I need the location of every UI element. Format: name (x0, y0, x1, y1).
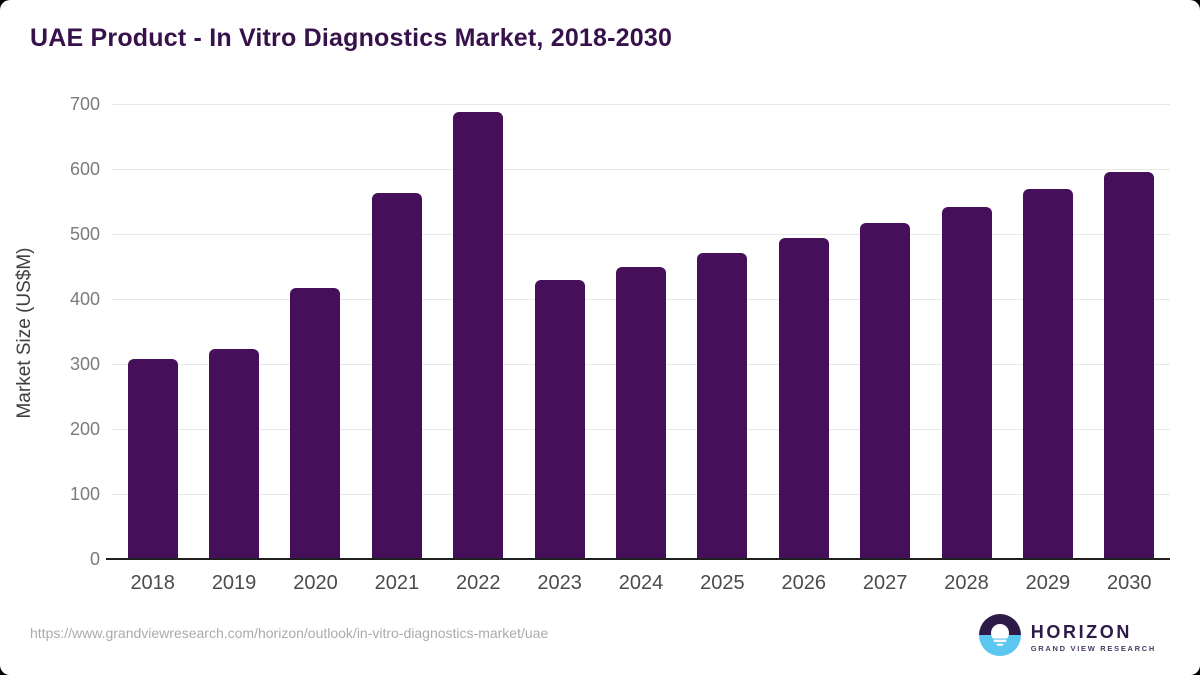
bar-2021 (371, 193, 422, 559)
x-tick-label-2019: 2019 (211, 572, 257, 594)
bar-2019 (209, 349, 260, 559)
x-tick-label-2030: 2030 (1107, 572, 1152, 594)
x-tick-label-2029: 2029 (1025, 572, 1071, 594)
x-tick-label-2018: 2018 (130, 572, 175, 594)
logo-name: HORIZON (1030, 621, 1132, 642)
y-tick-label-0: 0 (89, 549, 100, 569)
gridline-700 (112, 104, 1170, 105)
x-tick-label-2026: 2026 (781, 572, 827, 594)
x-tick-label-2025: 2025 (700, 572, 745, 594)
bar-2029 (1022, 189, 1073, 559)
bar-2018 (127, 358, 178, 559)
chart-title: UAE Product - In Vitro Diagnostics Marke… (30, 24, 673, 52)
y-tick-label-500: 500 (69, 224, 100, 244)
bar-2024 (616, 267, 666, 559)
source-url: https://www.grandviewresearch.com/horizo… (30, 625, 549, 641)
bar-2020 (290, 287, 341, 559)
x-tick-label-2028: 2028 (944, 572, 989, 594)
y-tick-label-600: 600 (69, 159, 100, 179)
gridline-500 (112, 234, 1170, 235)
bar-2028 (941, 207, 992, 559)
x-axis-line (106, 558, 1170, 560)
bar-2030 (1104, 171, 1155, 559)
y-tick-label-200: 200 (69, 419, 100, 439)
x-tick-label-2020: 2020 (293, 572, 338, 594)
logo-subtitle: GRAND VIEW RESEARCH (1030, 643, 1156, 653)
bar-2026 (778, 237, 829, 559)
y-tick-label-700: 700 (69, 94, 100, 114)
x-tick-label-2027: 2027 (862, 572, 908, 594)
bar-2023 (534, 279, 585, 559)
y-tick-label-100: 100 (69, 484, 100, 504)
x-tick-label-2023: 2023 (537, 572, 582, 594)
gridline-600 (112, 169, 1170, 170)
horizon-logo: HORIZON GRAND VIEW RESEARCH (978, 614, 1156, 661)
logo-text: HORIZON GRAND VIEW RESEARCH (1031, 623, 1156, 653)
x-tick-label-2024: 2024 (618, 572, 664, 594)
horizon-sun-circle-icon (978, 614, 1021, 661)
y-tick-label-300: 300 (69, 354, 100, 374)
x-tick-label-2021: 2021 (374, 572, 420, 594)
bar-2025 (697, 252, 748, 559)
y-tick-label-400: 400 (69, 289, 100, 309)
bar-2027 (860, 222, 911, 559)
bar-2022 (453, 111, 504, 559)
x-tick-label-2022: 2022 (455, 572, 501, 594)
